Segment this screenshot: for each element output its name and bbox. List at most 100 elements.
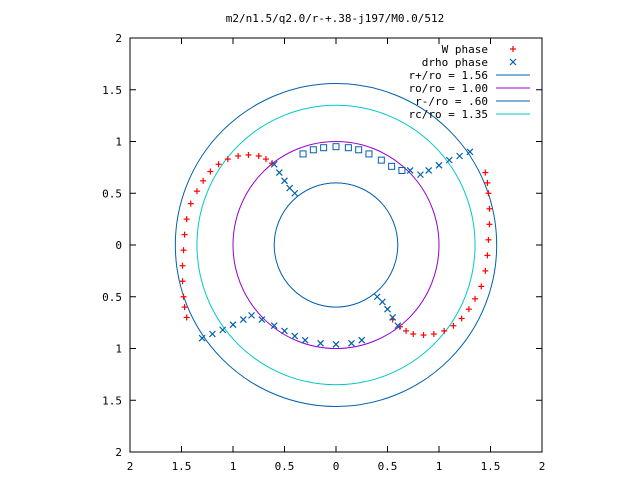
data-point — [450, 322, 457, 329]
data-point — [320, 144, 328, 152]
marker-stroke — [332, 340, 340, 348]
data-point — [435, 161, 443, 169]
marker-stroke — [258, 316, 266, 323]
marker-stroke — [270, 322, 278, 330]
reference-circle — [273, 182, 399, 308]
data-point — [332, 143, 340, 151]
marker-stroke — [286, 184, 294, 192]
data-point — [183, 216, 190, 223]
y-tick-label: 0 — [115, 239, 122, 252]
legend-label: r-/ro = .60 — [415, 95, 488, 108]
data-point — [456, 152, 464, 160]
legend-label: ro/ro = 1.00 — [409, 82, 488, 95]
data-point — [485, 190, 492, 197]
data-point — [179, 262, 186, 269]
marker-stroke — [406, 167, 414, 174]
y-tick-label: 0.5 — [102, 187, 122, 200]
chart-title: m2/n1.5/q2.0/r-+.38-j197/M0.0/512 — [226, 12, 445, 25]
data-point — [270, 160, 278, 168]
data-point — [344, 144, 352, 152]
data-point — [484, 179, 491, 186]
x-tick-label: 1.5 — [172, 460, 192, 473]
data-point — [394, 322, 402, 330]
data-point — [235, 152, 242, 159]
marker-stroke — [435, 161, 443, 169]
y-tick-label: 2 — [115, 32, 122, 45]
legend-label: W phase — [442, 43, 488, 56]
marker-stroke — [299, 150, 307, 158]
marker-stroke — [509, 58, 517, 66]
data-point — [248, 311, 255, 319]
data-point — [270, 322, 278, 330]
data-point — [224, 156, 231, 163]
data-point — [472, 295, 479, 302]
data-point — [355, 146, 363, 154]
data-point — [403, 327, 410, 334]
marker-stroke — [309, 146, 317, 154]
data-point — [478, 283, 485, 290]
data-point — [317, 339, 324, 347]
data-point — [229, 321, 237, 329]
data-point — [466, 148, 474, 156]
marker-stroke — [270, 160, 278, 168]
data-point — [198, 334, 206, 342]
marker-stroke — [389, 314, 397, 321]
marker-stroke — [219, 326, 227, 334]
marker-stroke — [384, 305, 391, 313]
data-point — [215, 161, 222, 168]
x-tick-label: 0.5 — [378, 460, 398, 473]
data-point — [486, 205, 493, 212]
marker-stroke — [394, 322, 402, 330]
data-point — [482, 169, 489, 176]
legend-item: W phase — [442, 43, 516, 56]
data-point — [207, 168, 214, 175]
data-point — [465, 306, 472, 313]
marker-stroke — [373, 293, 381, 301]
marker-stroke — [445, 156, 453, 164]
data-point — [180, 247, 187, 254]
data-point — [482, 267, 489, 274]
marker-stroke — [281, 327, 288, 335]
marker-stroke — [456, 152, 464, 160]
data-point — [484, 252, 491, 259]
y-tick-label: 0.5 — [102, 291, 122, 304]
data-point — [417, 171, 424, 179]
marker-stroke — [365, 150, 373, 158]
y-tick-label: 1 — [115, 343, 122, 356]
y-tick-label: 1.5 — [102, 84, 122, 97]
marker-stroke — [229, 321, 237, 329]
data-point — [181, 231, 188, 238]
x-tick-label: 1.5 — [481, 460, 501, 473]
legend-item: rc/ro = 1.35 — [409, 108, 530, 121]
data-point — [486, 221, 493, 228]
legend-marker-sample — [509, 58, 517, 66]
x-tick-label: 1 — [436, 460, 443, 473]
data-point — [445, 156, 453, 164]
data-point — [388, 162, 396, 170]
marker-stroke — [358, 336, 366, 344]
data-point — [389, 314, 397, 321]
y-tick-label: 1 — [115, 136, 122, 149]
legend-item: r+/ro = 1.56 — [409, 69, 530, 82]
marker-stroke — [388, 162, 396, 170]
marker-stroke — [291, 332, 299, 340]
reference-circle — [232, 141, 440, 349]
data-point — [373, 293, 381, 301]
data-point — [200, 177, 207, 184]
data-point — [365, 150, 373, 158]
data-point — [269, 160, 276, 167]
data-points — [179, 143, 493, 348]
data-point — [420, 332, 427, 339]
data-point — [275, 169, 283, 176]
marker-stroke — [320, 144, 328, 152]
marker-stroke — [348, 339, 355, 347]
data-point — [281, 177, 288, 185]
x-tick-label: 0.5 — [275, 460, 295, 473]
legend-item: r-/ro = .60 — [415, 95, 530, 108]
marker-stroke — [378, 298, 386, 306]
legend-label: r+/ro = 1.56 — [409, 69, 488, 82]
data-point — [396, 323, 403, 330]
legend-marker-sample — [510, 46, 516, 52]
marker-stroke — [248, 311, 255, 319]
